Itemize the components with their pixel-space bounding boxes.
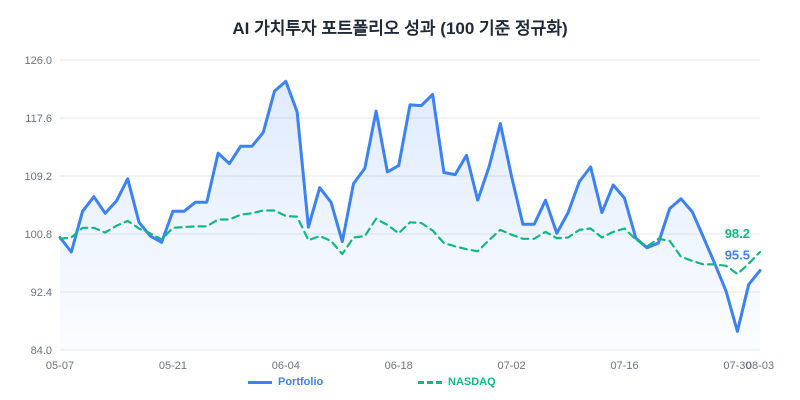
legend-label-nasdaq: NASDAQ (448, 376, 496, 388)
series-line-nasdaq (58, 209, 762, 276)
chart-title: AI 가치투자 포트폴리오 성과 (100 기준 정규화) (232, 19, 568, 38)
x-tick-label: 06-18 (385, 360, 413, 372)
x-tick-label: 06-04 (272, 360, 300, 372)
series-area-portfolio (60, 81, 760, 351)
x-tick-label: 08-03 (746, 360, 774, 372)
x-tick-label: 05-21 (159, 360, 187, 372)
y-tick-label: 92.4 (31, 287, 52, 299)
legend-item-nasdaq[interactable]: NASDAQ (418, 376, 496, 388)
y-tick-label: 117.6 (25, 113, 52, 125)
x-tick-label: 07-16 (610, 360, 638, 372)
legend: Portfolio NASDAQ (0, 376, 800, 392)
y-tick-label: 100.8 (24, 229, 52, 241)
y-tick-label: 126.0 (24, 55, 52, 67)
x-tick-label: 05-07 (46, 360, 74, 372)
x-tick-label: 07-30 (723, 360, 751, 372)
x-tick-label: 07-02 (498, 360, 526, 372)
y-tick-label: 109.2 (24, 171, 52, 183)
legend-label-portfolio: Portfolio (278, 376, 324, 388)
end-label-nasdaq: 98.2 (725, 226, 750, 241)
legend-swatch-nasdaq (418, 380, 442, 384)
end-label-portfolio: 95.5 (725, 248, 750, 263)
y-tick-label: 84.0 (31, 345, 52, 357)
legend-item-portfolio[interactable]: Portfolio (248, 376, 323, 388)
legend-swatch-portfolio (248, 380, 272, 384)
